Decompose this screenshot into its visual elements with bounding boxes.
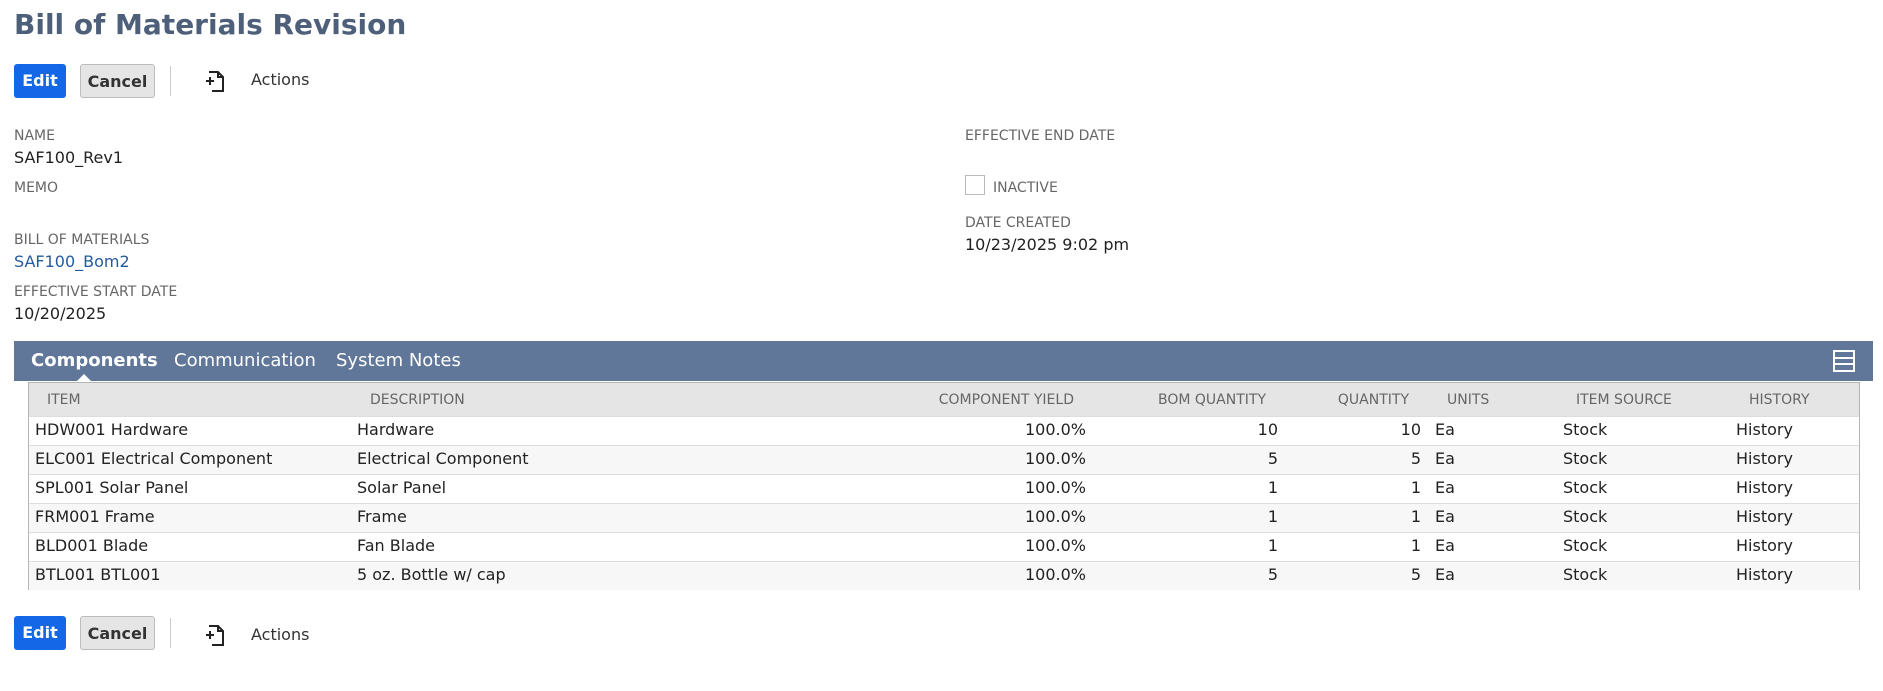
cell: 100.0%: [1024, 449, 1086, 468]
cell-link[interactable]: SPL001 Solar Panel: [35, 478, 189, 497]
cell: Stock: [1563, 449, 1608, 468]
tab[interactable]: System Notes: [336, 350, 461, 371]
column-header: ITEM SOURCE: [1576, 392, 1672, 408]
table-row: [29, 561, 1859, 590]
table-header: [29, 383, 1859, 416]
table-row: [29, 416, 1859, 445]
cell-link[interactable]: History: [1736, 536, 1793, 555]
cancel-button[interactable]: Cancel: [80, 616, 155, 650]
cell: Stock: [1563, 565, 1608, 584]
actions-icon[interactable]: [203, 622, 227, 648]
cell: 1: [1267, 507, 1278, 526]
cell: 100.0%: [1024, 420, 1086, 439]
cell: Fan Blade: [357, 536, 435, 555]
table-row: [29, 503, 1859, 532]
cell: 100.0%: [1024, 536, 1086, 555]
cell: 10: [1400, 420, 1421, 439]
cell: 5: [1267, 565, 1278, 584]
table-row: [29, 532, 1859, 561]
actions-menu[interactable]: Actions: [251, 70, 310, 89]
field-label: DATE CREATED: [965, 215, 1071, 231]
cell: Ea: [1435, 507, 1455, 526]
column-header: BOM QUANTITY: [1157, 392, 1266, 408]
column-header: DESCRIPTION: [370, 392, 465, 408]
separator: [170, 66, 171, 96]
cell-link[interactable]: ELC001 Electrical Component: [35, 449, 273, 468]
field-label: MEMO: [14, 180, 59, 196]
separator: [170, 618, 171, 648]
cell: Ea: [1435, 478, 1455, 497]
edit-button[interactable]: Edit: [14, 616, 66, 650]
tab-bar: [14, 341, 1873, 381]
cell: Hardware: [357, 420, 435, 439]
cancel-button[interactable]: Cancel: [80, 64, 155, 98]
cell: Ea: [1435, 536, 1455, 555]
cell: Ea: [1435, 449, 1455, 468]
field-value: SAF100_Rev1: [14, 148, 124, 167]
cell: 5: [1410, 449, 1421, 468]
tab-indicator: [76, 374, 92, 382]
page-title: Bill of Materials Revision: [14, 8, 407, 41]
cell: Stock: [1563, 536, 1608, 555]
cell-link[interactable]: History: [1736, 449, 1793, 468]
cell-link[interactable]: BTL001 BTL001: [35, 565, 161, 584]
column-header: UNITS: [1447, 392, 1490, 408]
field-link[interactable]: SAF100_Bom2: [14, 252, 130, 271]
cell: Electrical Component: [357, 449, 529, 468]
field-label: INACTIVE: [993, 180, 1058, 196]
cell: 1: [1410, 536, 1421, 555]
field-label: NAME: [14, 128, 55, 144]
tab[interactable]: Communication: [174, 350, 316, 371]
cell: 1: [1410, 478, 1421, 497]
cell: 5 oz. Bottle w/ cap: [357, 565, 506, 584]
cell-link[interactable]: BLD001 Blade: [35, 536, 149, 555]
cell: Frame: [357, 507, 407, 526]
column-header: ITEM: [47, 392, 81, 408]
cell: 5: [1267, 449, 1278, 468]
cell: 5: [1410, 565, 1421, 584]
layout-toggle[interactable]: [1833, 350, 1855, 372]
field-label: EFFECTIVE END DATE: [965, 128, 1116, 144]
cell: Solar Panel: [357, 478, 447, 497]
cell-link[interactable]: History: [1736, 565, 1793, 584]
column-header: HISTORY: [1749, 392, 1810, 408]
cell: Ea: [1435, 565, 1455, 584]
cell: 1: [1267, 478, 1278, 497]
table-row: [29, 445, 1859, 474]
cell: 1: [1410, 507, 1421, 526]
cell: 100.0%: [1024, 478, 1086, 497]
field-value: 10/23/2025 9:02 pm: [965, 235, 1130, 254]
edit-button[interactable]: Edit: [14, 64, 66, 98]
cell-link[interactable]: History: [1736, 507, 1793, 526]
tab[interactable]: Components: [31, 350, 158, 371]
cell: 10: [1257, 420, 1278, 439]
cell: 100.0%: [1024, 565, 1086, 584]
actions-menu[interactable]: Actions: [251, 625, 310, 644]
cell-link[interactable]: History: [1736, 478, 1793, 497]
table-row: [29, 474, 1859, 503]
cell-link[interactable]: History: [1736, 420, 1793, 439]
cell: Stock: [1563, 478, 1608, 497]
cell-link[interactable]: HDW001 Hardware: [35, 420, 189, 439]
inactive-checkbox[interactable]: [965, 175, 985, 195]
column-header: COMPONENT YIELD: [938, 392, 1074, 408]
field-label: EFFECTIVE START DATE: [14, 284, 178, 300]
cell: Stock: [1563, 420, 1608, 439]
field-label: BILL OF MATERIALS: [14, 232, 150, 248]
cell: 1: [1267, 536, 1278, 555]
field-value: 10/20/2025: [14, 304, 107, 323]
cell: Stock: [1563, 507, 1608, 526]
cell-link[interactable]: FRM001 Frame: [35, 507, 155, 526]
cell: 100.0%: [1024, 507, 1086, 526]
cell: Ea: [1435, 420, 1455, 439]
column-header: QUANTITY: [1337, 392, 1409, 408]
actions-icon[interactable]: [203, 68, 227, 94]
